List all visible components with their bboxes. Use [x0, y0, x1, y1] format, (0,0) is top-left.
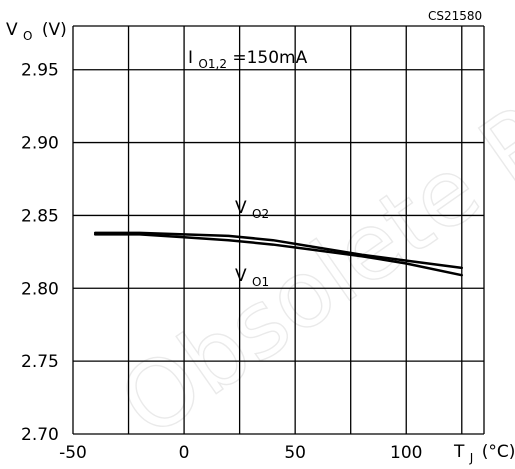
x-axis-label-sub: J	[469, 451, 474, 465]
series-line-vo1	[93, 233, 464, 277]
series-label-vo1-main: V	[235, 266, 247, 286]
current-annotation: I O1,2 =150mA	[188, 48, 308, 73]
current-annotation-rest: =150mA	[232, 48, 307, 68]
y-axis-label: V O (V)	[6, 20, 67, 45]
y-axis-label-sub: O	[23, 29, 32, 43]
series-label-vo2-main: V	[235, 198, 247, 218]
watermark-text: Obsolete Product(s)	[101, 0, 515, 458]
series-lines	[93, 231, 464, 277]
series-line-vo2	[93, 231, 464, 270]
y-axis-label-main: V	[6, 20, 18, 40]
x-tick-label: -50	[59, 443, 87, 463]
x-axis-label-unit: (°C)	[482, 442, 515, 462]
x-tick-label: 50	[284, 443, 306, 463]
x-tick-label: 0	[179, 443, 190, 463]
series-label-vo2: V O2	[235, 198, 269, 221]
y-tick-label: 2.70	[21, 425, 59, 445]
tick-labels: 2.70 2.75 2.80 2.85 2.90 2.95 -50 0 50 100	[21, 61, 422, 463]
y-tick-label: 2.95	[21, 61, 59, 81]
y-axis-label-unit: (V)	[42, 20, 67, 40]
current-annotation-sub: O1,2	[198, 57, 227, 71]
series-label-vo2-sub: O2	[252, 207, 269, 221]
current-annotation-main: I	[188, 48, 193, 68]
x-axis-label: T J (°C)	[453, 442, 515, 467]
figure-code: CS21580	[428, 9, 482, 23]
x-axis-label-main: T	[453, 442, 465, 462]
grid-lines	[72, 25, 485, 435]
series-label-vo1: V O1	[235, 266, 269, 289]
y-tick-label: 2.85	[21, 206, 59, 226]
x-tick-label: 100	[390, 443, 422, 463]
y-tick-label: 2.90	[21, 134, 59, 154]
y-tick-label: 2.75	[21, 352, 59, 372]
series-label-vo1-sub: O1	[252, 275, 269, 289]
y-tick-label: 2.80	[21, 279, 59, 299]
